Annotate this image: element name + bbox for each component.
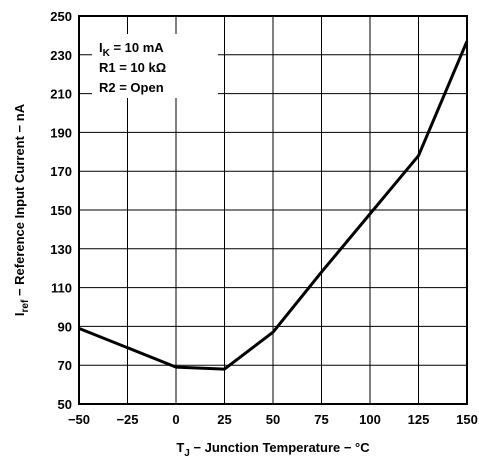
y-tick-label: 230 (50, 48, 72, 63)
y-tick-label: 90 (58, 319, 72, 334)
y-tick-label: 50 (58, 397, 72, 412)
y-axis-title-sub: ref (20, 299, 31, 312)
x-tick-label: 125 (408, 412, 430, 427)
x-tick-label: 100 (359, 412, 381, 427)
x-tick-label: −25 (116, 412, 138, 427)
y-tick-label: 190 (50, 125, 72, 140)
series-layer (78, 40, 469, 371)
y-tick-label: 210 (50, 87, 72, 102)
x-axis-title: TJ − Junction Temperature − °C (176, 440, 370, 459)
y-tick-label: 250 (50, 9, 72, 24)
x-tick-label: 75 (314, 412, 328, 427)
y-tick-label: 150 (50, 203, 72, 218)
grid (78, 15, 468, 405)
x-tick-label: 25 (217, 412, 231, 427)
y-tick-label: 70 (58, 358, 72, 373)
x-axis-title-main: T (176, 440, 184, 455)
y-tick-label: 170 (50, 164, 72, 179)
ticks: 50 70 90 110 130 150 170 190 210 230 250 −50 −25 0 25 5… (50, 9, 478, 427)
series-line (78, 40, 469, 371)
condition-line: IK = 10 mA (99, 40, 164, 59)
condition-line: R2 = Open (99, 80, 164, 95)
plot-frame (78, 15, 468, 405)
conditions-box (92, 34, 218, 98)
y-axis-title-rest: − Reference Input Current − nA (12, 103, 27, 299)
x-axis-title-rest: − Junction Temperature − °C (190, 440, 370, 455)
y-tick-label: 110 (51, 281, 72, 296)
x-axis-title-sub: J (184, 448, 190, 459)
x-tick-label: 50 (266, 412, 280, 427)
y-axis-title: Iref − Reference Input Current − nA (12, 103, 31, 316)
x-tick-label: −50 (68, 412, 90, 427)
y-tick-label: 130 (50, 242, 72, 257)
y-axis-title-main: I (12, 312, 27, 316)
condition-line: R1 = 10 kΩ (99, 60, 166, 75)
x-tick-label: 150 (456, 412, 478, 427)
x-tick-label: 0 (172, 412, 179, 427)
